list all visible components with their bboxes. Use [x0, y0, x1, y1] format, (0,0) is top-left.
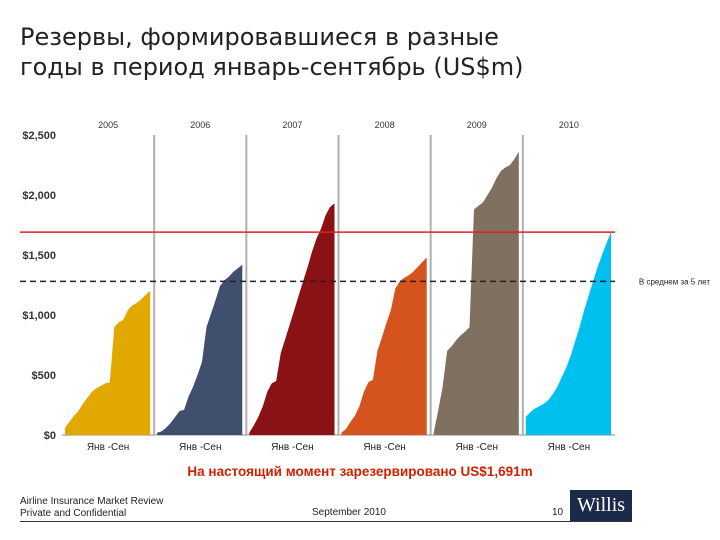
footer-report-name: Airline Insurance Market Review [20, 496, 164, 507]
y-tick-label: $500 [32, 370, 56, 382]
period-label-2007: Янв -Сен [271, 442, 313, 453]
year-label-2006: 2006 [190, 120, 210, 130]
area-2005 [65, 291, 151, 435]
footer-confidential: Private and Confidential [20, 508, 127, 519]
period-label-2008: Янв -Сен [363, 442, 405, 453]
area-2009 [433, 151, 519, 436]
period-label-2006: Янв -Сен [179, 442, 221, 453]
footer-left: Airline Insurance Market Review Private … [20, 496, 163, 520]
footer-divider [20, 521, 632, 522]
y-tick-label: $2,000 [22, 190, 56, 202]
year-label-2007: 2007 [282, 120, 302, 130]
period-label-2010: Янв -Сен [548, 442, 590, 453]
y-tick-label: $0 [44, 430, 56, 442]
footer-date: September 2010 [312, 507, 386, 518]
year-label-2008: 2008 [375, 120, 395, 130]
year-label-2005: 2005 [98, 120, 118, 130]
average-label: В среднем за 5 лет [639, 277, 710, 286]
y-tick-label: $2,500 [22, 130, 56, 142]
willis-logo: Willis [570, 490, 632, 521]
area-2006 [157, 264, 243, 435]
year-label-2009: 2009 [467, 120, 487, 130]
area-2007 [249, 203, 335, 435]
period-label-2009: Янв -Сен [456, 442, 498, 453]
y-tick-label: $1,500 [22, 250, 56, 262]
page-number: 10 [552, 507, 564, 518]
page-title: Резервы, формировавшиеся в разные годы в… [20, 22, 620, 82]
title-line-1: Резервы, формировавшиеся в разные [20, 23, 499, 51]
year-label-2010: 2010 [559, 120, 579, 130]
current-reserves-note: На настоящий момент зарезервировано US$1… [187, 464, 533, 479]
y-tick-label: $1,000 [22, 310, 56, 322]
period-label-2005: Янв -Сен [87, 442, 129, 453]
area-2010 [525, 232, 611, 435]
title-line-2: годы в период январь-сентябрь (US$m) [20, 53, 524, 81]
area-2008 [341, 257, 427, 435]
